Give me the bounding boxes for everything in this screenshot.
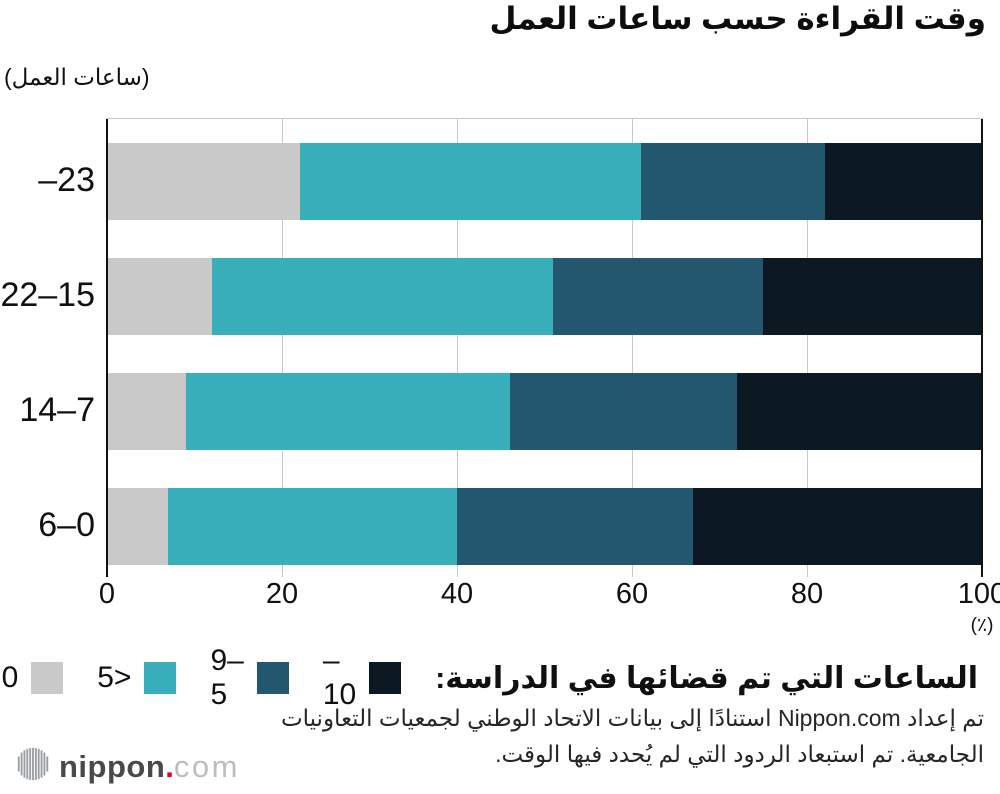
bar-segment bbox=[185, 373, 510, 450]
bar-segment bbox=[693, 488, 982, 565]
legend-item: –10 bbox=[322, 644, 402, 712]
legend-label: 9–5 bbox=[210, 644, 244, 711]
logo-word-light: com bbox=[173, 748, 240, 784]
bar-row bbox=[107, 488, 982, 565]
nippon-com-logo: nippon.com bbox=[14, 745, 240, 788]
gridline bbox=[807, 119, 808, 577]
y-axis-line bbox=[106, 119, 108, 577]
logo-word-bold: nippon bbox=[59, 748, 166, 784]
legend-title: الساعات التي تم قضائها في الدراسة: bbox=[435, 661, 978, 695]
chart-title: وقت القراءة حسب ساعات العمل bbox=[489, 1, 986, 36]
y-axis-category-label: 14–7 bbox=[19, 391, 95, 429]
legend: الساعات التي تم قضائها في الدراسة: –10 9–… bbox=[2, 644, 978, 712]
bar-segment bbox=[107, 488, 169, 565]
gridline bbox=[282, 119, 283, 577]
y-axis-unit-label: (ساعات العمل) bbox=[4, 64, 150, 90]
bar-segment bbox=[107, 258, 212, 335]
logo-dot: . bbox=[165, 748, 174, 784]
legend-label: 0 bbox=[1, 661, 19, 694]
legend-label: 5> bbox=[97, 661, 132, 694]
bar-segment bbox=[168, 488, 457, 565]
bar-segment bbox=[457, 488, 694, 565]
bar-segment bbox=[640, 143, 825, 220]
bar-segment bbox=[553, 258, 764, 335]
bar-row bbox=[107, 143, 982, 220]
logo-wordmark: nippon.com bbox=[59, 749, 240, 785]
x-axis-ticks: (٪) 0 20 40 60 80 100 bbox=[99, 578, 1000, 638]
x-tick-label: 40 bbox=[440, 578, 474, 610]
x-tick-label: 60 bbox=[615, 578, 649, 610]
plot-right-border bbox=[981, 119, 983, 577]
bar-segment bbox=[509, 373, 737, 450]
x-tick-label: 0 bbox=[98, 578, 116, 610]
source-note-line2: الجامعية. تم استبعاد الردود التي لم يُحد… bbox=[495, 740, 984, 767]
bar-segment bbox=[107, 143, 300, 220]
y-axis-category-label: –23 bbox=[38, 161, 95, 199]
bar-segment bbox=[212, 258, 554, 335]
nippon-fan-icon bbox=[14, 745, 52, 788]
y-axis-labels: –23 22–15 14–7 6–0 bbox=[0, 118, 95, 566]
legend-swatch bbox=[256, 662, 289, 694]
x-axis-unit-label: (٪) bbox=[970, 615, 994, 636]
x-tick-label: 20 bbox=[265, 578, 299, 610]
gridline bbox=[632, 119, 633, 577]
bar-row bbox=[107, 258, 982, 335]
bar-segment bbox=[763, 258, 982, 335]
y-axis-category-label: 6–0 bbox=[38, 506, 95, 544]
source-note-line1: تم إعداد Nippon.com استنادًا إلى بيانات … bbox=[280, 705, 984, 731]
x-tick-label: 100 bbox=[957, 578, 1000, 610]
plot-area bbox=[106, 118, 983, 577]
legend-swatch bbox=[369, 662, 402, 694]
y-axis-category-label: 22–15 bbox=[0, 276, 95, 314]
bar-segment bbox=[107, 373, 186, 450]
bar-segment bbox=[824, 143, 982, 220]
bar-segment bbox=[299, 143, 641, 220]
source-note: تم إعداد Nippon.com استنادًا إلى بيانات … bbox=[240, 701, 984, 772]
bar-row bbox=[107, 373, 982, 450]
bar-segment bbox=[737, 373, 982, 450]
legend-swatch bbox=[31, 662, 64, 694]
legend-item: 5> bbox=[97, 661, 177, 695]
x-tick-label: 80 bbox=[790, 578, 824, 610]
legend-label: –10 bbox=[322, 644, 357, 711]
gridline bbox=[457, 119, 458, 577]
legend-item: 9–5 bbox=[210, 644, 289, 712]
legend-swatch bbox=[144, 662, 177, 694]
legend-item: 0 bbox=[2, 661, 64, 695]
